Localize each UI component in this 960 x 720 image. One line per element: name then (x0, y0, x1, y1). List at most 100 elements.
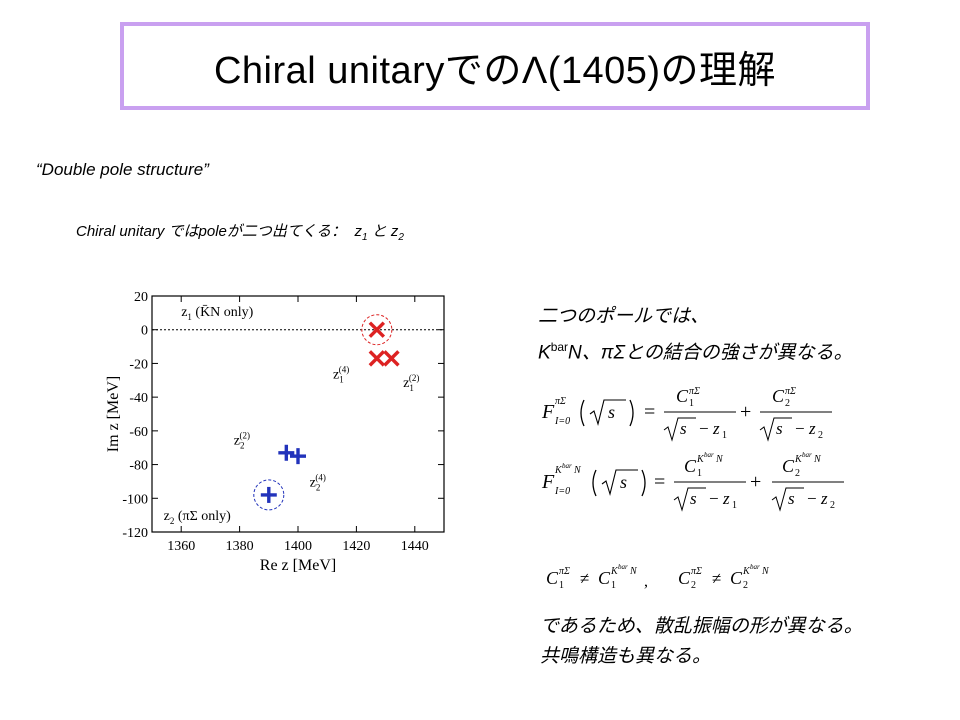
x-tick-label-1: 1380 (226, 539, 254, 554)
pole-statement: Chiral unitary ではpoleが二つ出てくる： z1 と z2 (76, 220, 404, 243)
eq2-C2-sup-bar: bar (802, 451, 812, 459)
amplitude-equation-kbarn: F K bar N I=0 s = C K bar N 1 s − z 1 + … (541, 451, 844, 512)
eq2-den1-z: z (722, 489, 730, 508)
pole-circle-0 (361, 314, 393, 346)
ineq-C2b-sup-n: N (761, 566, 770, 577)
pole-annotation-2: z1(2) (403, 373, 419, 393)
ineq-C1b-sup-k: K (610, 566, 619, 577)
eq2-sup-bar: bar (562, 462, 572, 470)
eq1-F: F (541, 401, 555, 423)
eq2-C2-sup-k: K (794, 454, 803, 465)
eq1-den2-z: z (808, 419, 816, 438)
eq2-sup-k: K (554, 465, 563, 476)
coupling-note: 二つのポールでは、 KbarN、πΣとの結合の強さが異なる。 (538, 302, 853, 368)
ineq-C1b-sup-n: N (629, 566, 638, 577)
eq2-den1-sub: 1 (732, 500, 737, 511)
ineq-C2b: C (730, 568, 743, 588)
eq2-C1-sup-k: K (696, 454, 705, 465)
subtitle: “Double pole structure” (36, 160, 209, 179)
ineq-comma: , (644, 573, 648, 590)
ineq-C2a-sub: 2 (691, 580, 696, 591)
eq1-den1-sub: 1 (722, 430, 727, 441)
ineq-C1b-sup-bar: bar (618, 563, 628, 571)
eq2-C1: C (684, 456, 697, 476)
ineq-C2a: C (678, 568, 691, 588)
eq2-den2-sub: 2 (830, 500, 835, 511)
eq1-den2-sub: 2 (818, 430, 823, 441)
ineq-C1b-sub: 1 (611, 580, 616, 591)
ineq-C1b: C (598, 568, 611, 588)
eq1-den1-z: z (712, 419, 720, 438)
pole-plot: 1360 1380 1400 1420 1440 20 0 -20 -40 -60 -80 -100 -… (105, 290, 445, 572)
z2-subscript: 2 (398, 232, 404, 243)
eq1-C1-sup: πΣ (689, 386, 700, 397)
pole-annotation-0: z1 (K̄N only) (181, 305, 253, 323)
coupling-note-line1: 二つのポールでは、 (538, 306, 710, 327)
ineq-C2b-sup-k: K (742, 566, 751, 577)
eq2-C2-sub: 2 (795, 468, 800, 479)
pole-marker-1-1 (290, 448, 306, 465)
eq2-s: s (620, 472, 627, 492)
x-tick-label-4: 1440 (401, 539, 429, 554)
eq2-C2-sup-n: N (813, 454, 822, 465)
eq2-F: F (541, 471, 555, 493)
eq2-den1-minus: − (709, 489, 719, 508)
ineq-C1a-sub: 1 (559, 580, 564, 591)
y-tick-label-7: -120 (122, 526, 148, 541)
pole-marker-1-2 (260, 486, 277, 503)
eq2-C1-sup-bar: bar (704, 451, 714, 459)
eq1-C1-sub: 1 (689, 398, 694, 409)
ineq-neq1: ≠ (580, 569, 589, 588)
y-tick-label-3: -40 (129, 391, 148, 406)
eq2-sub: I=0 (554, 486, 570, 497)
eq2-C1-sup-n: N (715, 454, 724, 465)
x-tick-label-2: 1400 (284, 539, 312, 554)
eq2-den2-s: s (788, 489, 795, 508)
eq2-equals: = (654, 471, 665, 493)
pole-statement-text: Chiral unitary ではpoleが二つ出てくる： (76, 223, 347, 240)
x-tick-label-3: 1420 (342, 539, 370, 554)
y-axis-label: Im z [MeV] (105, 376, 122, 452)
pole-marker-0-1 (368, 350, 386, 367)
pole-annotation-5: z2 (πΣ only) (164, 509, 231, 526)
page-title: Chiral unitaryでのΛ(1405)の理解 (213, 49, 777, 92)
x-tick-label-0: 1360 (167, 539, 195, 554)
eq2-sup-n: N (573, 465, 582, 476)
ineq-C1a-sup: πΣ (559, 566, 570, 577)
coefficient-inequality: C πΣ 1 ≠ C K bar N 1 , C πΣ 2 ≠ C K bar … (546, 563, 770, 591)
eq2-den1-s: s (690, 489, 697, 508)
eq1-den2-minus: − (795, 419, 805, 438)
eq2-C1-sub: 1 (697, 468, 702, 479)
eq1-den1-s: s (680, 419, 687, 438)
eq1-den2-s: s (776, 419, 783, 438)
and-word: と (371, 223, 387, 240)
z2-symbol: z (390, 223, 399, 240)
pole-annotation-4: z2(4) (310, 472, 326, 492)
pole-marker-0-0 (368, 321, 386, 338)
eq1-s: s (608, 402, 615, 422)
z1-subscript: 1 (362, 232, 368, 243)
conclusion-line1: であるため、散乱振幅の形が異なる。 (540, 616, 863, 637)
eq2-C2: C (782, 456, 795, 476)
eq1-sup: πΣ (555, 396, 566, 407)
pole-annotation-1: z1(4) (333, 365, 349, 385)
z1-symbol: z (354, 223, 363, 240)
plot-frame (151, 295, 445, 533)
eq1-C2-sup: πΣ (785, 386, 796, 397)
pole-marker-1-0 (278, 444, 295, 461)
kbar-sup: bar (550, 340, 569, 354)
y-tick-label-4: -60 (129, 425, 148, 440)
y-tick-label-5: -80 (129, 459, 148, 474)
ineq-neq2: ≠ (712, 569, 721, 588)
eq1-den1-minus: − (699, 419, 709, 438)
eq1-C2: C (772, 386, 785, 406)
conclusion: であるため、散乱振幅の形が異なる。 共鳴構造も異なる。 (540, 612, 863, 672)
amplitude-equation-pisigma: F πΣ I=0 s = C πΣ 1 s − z 1 + C πΣ 2 s −… (541, 386, 832, 442)
ineq-C1a: C (546, 568, 559, 588)
eq2-den2-minus: − (807, 489, 817, 508)
pole-circle-1 (253, 479, 285, 511)
y-tick-label-0: 20 (134, 290, 148, 305)
eq1-sub: I=0 (554, 416, 570, 427)
coupling-note-line2: KbarN、πΣとの結合の強さが異なる。 (538, 332, 853, 368)
eq2-den2-z: z (820, 489, 828, 508)
